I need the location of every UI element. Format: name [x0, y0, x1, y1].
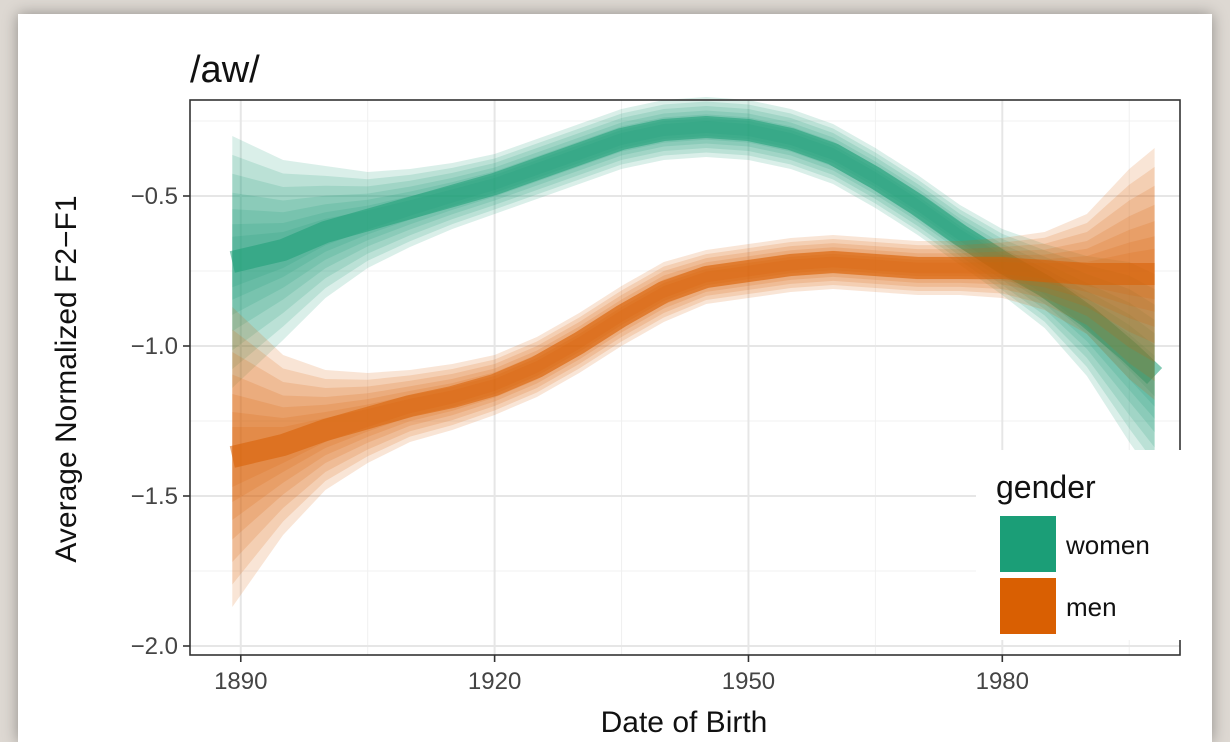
series-layer — [229, 97, 1163, 607]
x-axis-label: Date of Birth — [601, 706, 768, 739]
chart-title: /aw/ — [190, 49, 260, 91]
chart-frame: /aw/ 1890 1920 1950 1980 −2.0 −1.5 −1.0 −0.5 Da… — [18, 14, 1212, 742]
y-tick-label: −1.5 — [131, 483, 178, 510]
x-tick-label: 1950 — [722, 668, 775, 695]
legend: gender women men — [976, 450, 1184, 640]
legend-title: gender — [996, 469, 1096, 505]
x-tick-label: 1980 — [976, 668, 1029, 695]
series-men — [229, 148, 1155, 607]
axes: 1890 1920 1950 1980 −2.0 −1.5 −1.0 −0.5 — [131, 183, 1029, 695]
plot-border — [189, 99, 1181, 656]
series-line-men — [229, 251, 1155, 468]
legend-key-men — [1000, 578, 1056, 634]
chart: /aw/ 1890 1920 1950 1980 −2.0 −1.5 −1.0 −0.5 Da… — [50, 49, 1184, 739]
y-axis-label: Average Normalized F2−F1 — [50, 195, 83, 562]
ribbon-men-2 — [232, 185, 1155, 563]
legend-key-women — [1000, 516, 1056, 572]
legend-label-men: men — [1066, 592, 1117, 622]
y-tick-label: −0.5 — [131, 183, 178, 210]
legend-label-women: women — [1065, 530, 1150, 560]
x-tick-label: 1890 — [214, 668, 267, 695]
y-tick-label: −1.0 — [131, 333, 178, 360]
y-tick-label: −2.0 — [131, 633, 178, 660]
x-tick-label: 1920 — [468, 668, 521, 695]
